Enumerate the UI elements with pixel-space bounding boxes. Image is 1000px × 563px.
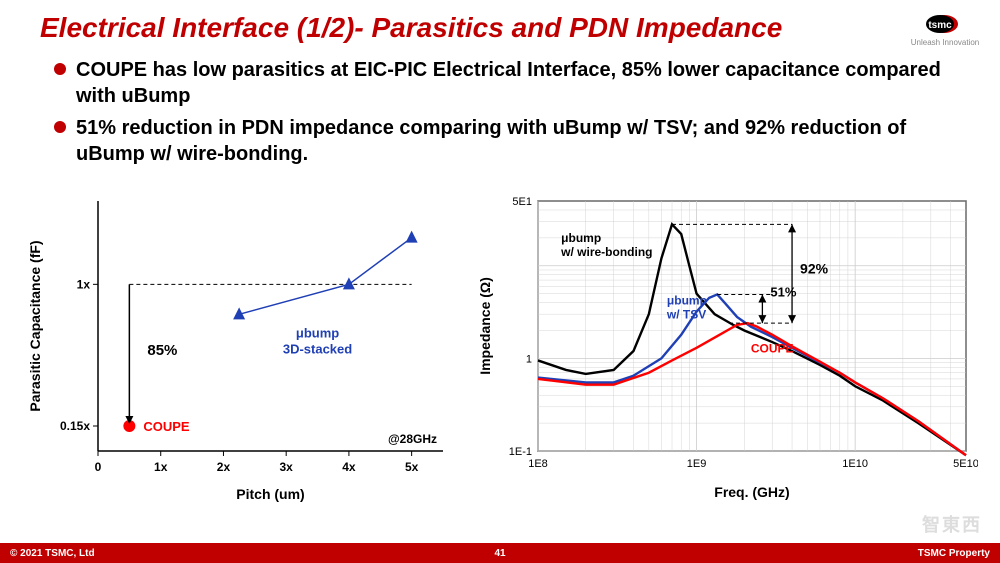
svg-text:92%: 92% bbox=[800, 261, 829, 277]
svg-text:1x: 1x bbox=[77, 277, 91, 291]
bullet-item: COUPE has low parasitics at EIC-PIC Elec… bbox=[54, 57, 960, 109]
svg-text:1E10: 1E10 bbox=[842, 458, 868, 470]
svg-text:0: 0 bbox=[95, 460, 102, 474]
svg-text:tsmc: tsmc bbox=[928, 20, 952, 31]
svg-text:μbump: μbump bbox=[667, 294, 707, 308]
charts-row: 01x2x3x4x5x0.15x1xμbump3D-stackedCOUPE85… bbox=[0, 181, 1000, 511]
svg-text:3D-stacked: 3D-stacked bbox=[283, 342, 352, 357]
slide-title: Electrical Interface (1/2)- Parasitics a… bbox=[40, 12, 910, 44]
svg-text:5x: 5x bbox=[405, 460, 419, 474]
svg-text:COUPE: COUPE bbox=[143, 419, 190, 434]
svg-text:2x: 2x bbox=[217, 460, 231, 474]
logo-tagline: Unleash Innovation bbox=[910, 38, 980, 47]
bullet-text: 51% reduction in PDN impedance comparing… bbox=[76, 115, 960, 167]
slide: Electrical Interface (1/2)- Parasitics a… bbox=[0, 0, 1000, 563]
svg-text:5E10: 5E10 bbox=[953, 458, 978, 470]
capacitance-chart: 0 1x 2x 3x 4x 5x 0.15x 1x μbump3D-stacked COUPE 85… bbox=[18, 191, 458, 511]
svg-text:@28GHz: @28GHz bbox=[388, 432, 437, 446]
svg-text:1x: 1x bbox=[154, 460, 168, 474]
logo: tsmc Unleash Innovation bbox=[910, 12, 980, 47]
svg-text:μbump: μbump bbox=[561, 231, 601, 245]
impedance-chart: 1E81E91E105E101E-115E192%51%μbumpw/ wire… bbox=[468, 191, 978, 511]
svg-text:5E1: 5E1 bbox=[512, 196, 532, 208]
svg-text:1E8: 1E8 bbox=[528, 458, 548, 470]
svg-text:85%: 85% bbox=[147, 342, 177, 359]
svg-text:w/ TSV: w/ TSV bbox=[666, 308, 706, 322]
svg-text:μbump: μbump bbox=[296, 326, 339, 341]
svg-text:Pitch (um): Pitch (um) bbox=[236, 486, 304, 502]
svg-text:Parasitic Capacitance (fF): Parasitic Capacitance (fF) bbox=[27, 240, 43, 411]
footer-page-number: 41 bbox=[494, 548, 505, 559]
svg-text:1E9: 1E9 bbox=[687, 458, 707, 470]
title-row: Electrical Interface (1/2)- Parasitics a… bbox=[0, 0, 1000, 53]
bullet-dot-icon bbox=[54, 121, 66, 133]
footer-left: © 2021 TSMC, Ltd bbox=[10, 548, 95, 559]
svg-text:1E-1: 1E-1 bbox=[509, 446, 532, 458]
footer-right: TSMC Property bbox=[918, 548, 990, 559]
tsmc-logo-icon: tsmc bbox=[910, 12, 970, 38]
svg-text:51%: 51% bbox=[770, 284, 796, 299]
bullet-text: COUPE has low parasitics at EIC-PIC Elec… bbox=[76, 57, 960, 109]
svg-text:4x: 4x bbox=[342, 460, 356, 474]
svg-text:Impedance (Ω): Impedance (Ω) bbox=[477, 277, 493, 375]
svg-text:3x: 3x bbox=[280, 460, 294, 474]
bullet-item: 51% reduction in PDN impedance comparing… bbox=[54, 115, 960, 167]
svg-text:0.15x: 0.15x bbox=[60, 419, 90, 433]
watermark: 智東西 bbox=[922, 511, 982, 537]
bullet-dot-icon bbox=[54, 63, 66, 75]
svg-text:COUPE: COUPE bbox=[751, 342, 794, 356]
bullet-list: COUPE has low parasitics at EIC-PIC Elec… bbox=[0, 53, 1000, 181]
svg-text:1: 1 bbox=[526, 353, 532, 365]
footer-bar: © 2021 TSMC, Ltd 41 TSMC Property bbox=[0, 543, 1000, 563]
svg-text:Freq. (GHz): Freq. (GHz) bbox=[714, 484, 789, 500]
svg-text:w/ wire-bonding: w/ wire-bonding bbox=[560, 245, 652, 259]
